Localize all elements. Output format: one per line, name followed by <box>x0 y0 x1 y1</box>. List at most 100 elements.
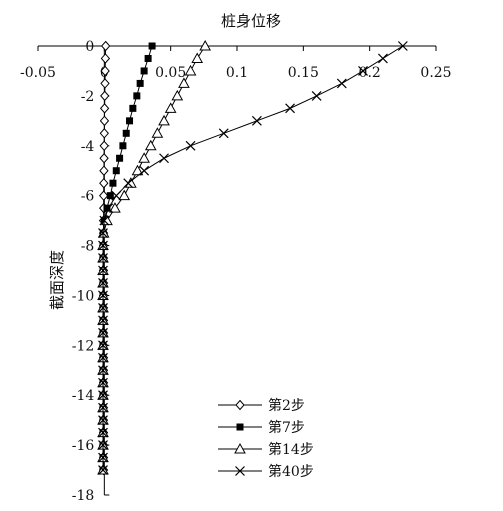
data-point <box>151 127 164 138</box>
data-point <box>98 315 108 326</box>
data-point <box>98 365 108 376</box>
series-layer <box>97 39 408 476</box>
data-point <box>98 452 108 463</box>
data-point <box>138 152 150 163</box>
data-point <box>98 402 108 413</box>
y-tick-label: 0 <box>85 39 94 55</box>
data-point <box>358 66 368 76</box>
data-point <box>144 139 157 151</box>
data-point <box>185 140 196 151</box>
data-point <box>116 154 124 162</box>
legend-label: 第2步 <box>268 397 305 414</box>
data-point <box>100 65 110 77</box>
data-point <box>98 390 108 401</box>
data-point <box>191 52 204 63</box>
data-point <box>118 189 131 201</box>
data-point <box>133 92 141 100</box>
data-point <box>112 167 120 175</box>
data-point <box>111 190 122 201</box>
data-point <box>136 79 144 87</box>
y-tick-label: -14 <box>72 388 95 404</box>
chart-title: 桩身位移 <box>221 12 281 30</box>
data-point <box>98 278 108 288</box>
data-point <box>336 78 347 89</box>
data-point <box>122 129 130 137</box>
data-point <box>99 140 109 152</box>
data-point <box>119 142 127 150</box>
series-line <box>102 45 153 471</box>
data-point <box>129 104 137 112</box>
series-4 <box>98 41 408 475</box>
legend-item: 第2步 <box>218 397 305 414</box>
data-point <box>100 53 111 64</box>
x-tick-label: 0.05 <box>155 65 186 81</box>
legend-label: 第7步 <box>268 419 305 436</box>
x-tick-label: 0.15 <box>288 65 319 81</box>
legend-marker <box>236 423 244 431</box>
y-tick-label: -2 <box>81 89 95 105</box>
data-point <box>285 103 295 114</box>
legend-marker <box>234 442 246 454</box>
data-point <box>98 290 108 301</box>
legend-marker <box>235 466 245 476</box>
data-point <box>184 64 197 76</box>
data-point <box>178 77 190 88</box>
y-tick-label: -8 <box>81 239 95 255</box>
y-axis-label: 截面深度 <box>48 250 66 310</box>
data-point <box>99 165 109 176</box>
legend-label: 第40步 <box>268 463 314 480</box>
data-point <box>99 190 109 201</box>
legend-label: 第14步 <box>268 441 314 458</box>
legend-item: 第14步 <box>218 441 314 458</box>
data-point <box>140 67 148 75</box>
y-tick-label: -16 <box>72 438 95 454</box>
series-line <box>102 45 404 471</box>
data-point <box>106 192 114 200</box>
data-point <box>98 352 108 363</box>
data-point <box>199 39 212 51</box>
data-point <box>98 302 108 313</box>
data-point <box>144 54 152 62</box>
data-point <box>98 327 108 338</box>
data-point <box>103 204 111 212</box>
data-point <box>148 42 156 50</box>
data-point <box>98 415 108 426</box>
data-point <box>100 78 110 89</box>
x-tick-label: 0.25 <box>420 65 451 81</box>
data-point <box>251 115 262 126</box>
data-point <box>103 203 114 214</box>
data-point <box>109 202 121 213</box>
data-point <box>98 265 108 276</box>
axes: -0.0500.050.10.150.20.250-2-4-6-8-10-12-… <box>20 39 452 504</box>
data-point <box>378 53 388 64</box>
y-tick-label: -10 <box>72 288 95 304</box>
data-point <box>164 102 177 113</box>
data-point <box>159 153 169 164</box>
data-point <box>98 427 108 438</box>
data-point <box>98 340 108 351</box>
data-point <box>311 90 322 101</box>
y-tick-label: -18 <box>72 488 95 504</box>
data-point <box>171 89 184 101</box>
legend-item: 第7步 <box>218 419 305 436</box>
x-tick-label: 0.1 <box>226 65 248 81</box>
data-point <box>218 128 229 139</box>
data-point <box>99 215 110 226</box>
data-point <box>98 465 108 475</box>
x-tick-label: 0.2 <box>359 65 381 81</box>
data-point <box>98 253 108 263</box>
data-point <box>158 114 170 126</box>
data-point <box>109 179 117 187</box>
series-3 <box>97 39 212 475</box>
data-point <box>100 40 111 52</box>
y-tick-label: -12 <box>72 338 95 354</box>
data-point <box>123 178 134 189</box>
data-point <box>397 41 408 51</box>
legend-marker <box>235 399 245 411</box>
data-point <box>99 103 110 114</box>
data-point <box>98 440 108 451</box>
x-tick-label: -0.05 <box>20 65 56 81</box>
data-point <box>131 164 144 176</box>
